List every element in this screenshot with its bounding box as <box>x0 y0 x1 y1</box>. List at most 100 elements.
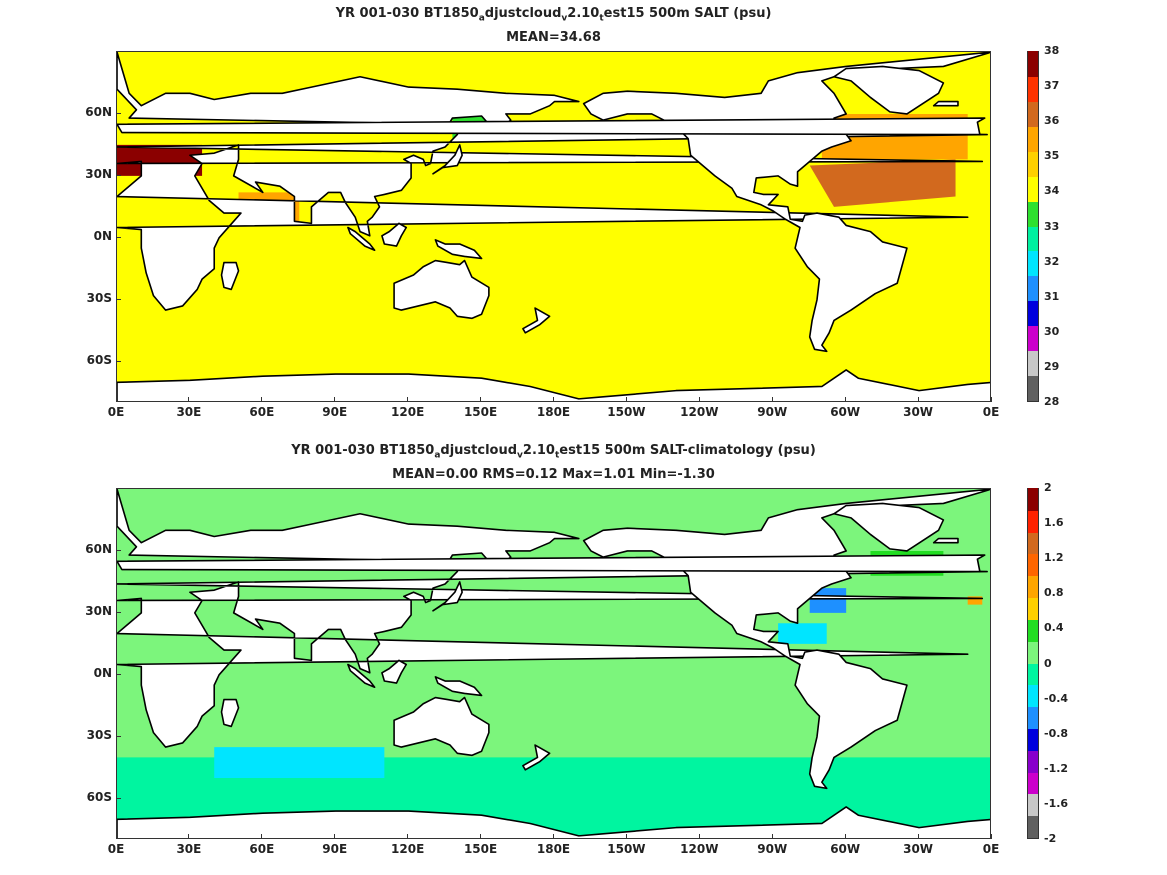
top-colorbar-tick-label: 30 <box>1044 324 1060 338</box>
top-colorbar-segment <box>1028 75 1038 102</box>
top-colorbar-segment <box>1028 375 1038 401</box>
top-colorbar-segment <box>1028 125 1038 152</box>
bottom-colorbar-segment <box>1028 597 1038 620</box>
top-x-tick-label: 90W <box>757 405 788 419</box>
bottom-colorbar-tick-label: 0.4 <box>1044 621 1064 635</box>
top-colorbar-tick-label: 33 <box>1044 219 1060 233</box>
bottom-y-tick-mark <box>116 549 121 551</box>
bottom-colorbar-tick-label: -0.8 <box>1044 726 1069 740</box>
top-colorbar-tick-label: 29 <box>1044 359 1060 373</box>
top-land-iceland <box>932 100 959 107</box>
bottom-x-tick-mark <box>917 834 919 839</box>
top-colorbar-bar <box>1027 50 1039 402</box>
bottom-x-tick-mark <box>553 834 554 839</box>
bottom-x-tick-mark <box>407 834 409 839</box>
bottom-colorbar-segment <box>1028 662 1038 686</box>
top-x-tick-mark <box>698 397 700 402</box>
top-x-tick-mark <box>334 397 336 402</box>
bottom-chart-stats: MEAN=0.00 RMS=0.12 Max=1.01 Min=-1.30 <box>392 467 715 482</box>
bottom-colorbar-tick-label: -2 <box>1044 832 1057 845</box>
bottom-x-tick-label: 0E <box>107 842 125 856</box>
top-colorbar-segment <box>1028 325 1038 352</box>
top-colorbar-segment <box>1028 200 1038 227</box>
bottom-land-sumatra <box>347 663 376 689</box>
bottom-land-nz <box>522 744 551 771</box>
bottom-x-tick-label: 60W <box>830 842 861 856</box>
top-y-tick-mark <box>116 174 121 176</box>
bottom-colorbar-tick-label: 0 <box>1044 656 1052 670</box>
bottom-x-tick-label: 120W <box>680 842 719 856</box>
top-map-svg <box>117 52 990 401</box>
bottom-x-tick-mark <box>334 834 336 839</box>
top-x-tick-mark <box>990 397 992 402</box>
top-x-tick-label: 60E <box>249 405 275 419</box>
bottom-y-tick-mark <box>116 797 121 799</box>
bottom-colorbar-segment <box>1028 509 1038 533</box>
bottom-y-tick-mark <box>116 611 121 613</box>
bottom-x-tick-label: 90W <box>757 842 788 856</box>
top-colorbar-segment <box>1028 100 1038 127</box>
bottom-colorbar-segment <box>1028 706 1038 729</box>
top-colorbar-segment <box>1028 150 1038 177</box>
top-y-tick-label: 60N <box>85 104 112 119</box>
top-y-tick-mark <box>116 360 121 362</box>
bottom-colorbar-segment <box>1028 727 1038 751</box>
top-x-tick-label: 0E <box>107 405 125 419</box>
top-colorbar-tick-label: 28 <box>1044 395 1060 408</box>
bottom-x-tick-label: 90E <box>322 842 348 856</box>
top-land-uk <box>117 117 986 136</box>
top-x-tick-mark <box>480 397 482 402</box>
bottom-chart-title: YR 001-030 BT1850adjustcloudv2.10test15 … <box>291 443 816 461</box>
bottom-y-tick-label: 30N <box>85 603 112 618</box>
top-land-nz <box>522 307 551 334</box>
top-region-north-atlantic-subtropical-gyre <box>809 159 956 207</box>
top-y-tick-label: 60S <box>86 352 112 367</box>
top-colorbar-segment <box>1028 275 1038 302</box>
bottom-x-tick-label: 60E <box>249 842 275 856</box>
bottom-y-tick-label: 0N <box>93 665 112 680</box>
bottom-x-tick-label: 30W <box>903 842 934 856</box>
bottom-anomaly-map <box>116 488 991 839</box>
bottom-x-tick-label: 150W <box>607 842 646 856</box>
top-salinity-map <box>116 51 991 402</box>
bottom-y-tick-label: 60N <box>85 541 112 556</box>
top-land-antarctica <box>117 369 990 401</box>
bottom-land-australia <box>393 696 490 757</box>
bottom-land-newguinea <box>434 676 483 697</box>
top-colorbar-segment <box>1028 350 1038 377</box>
top-colorbar-tick-label: 38 <box>1044 44 1060 57</box>
top-x-tick-label: 30E <box>176 405 202 419</box>
bottom-x-tick-label: 120E <box>391 842 425 856</box>
bottom-land-madagascar <box>220 698 240 728</box>
bottom-land-uk <box>117 554 986 573</box>
bottom-colorbar-segment <box>1028 640 1038 664</box>
bottom-colorbar-segment <box>1028 487 1038 511</box>
bottom-x-tick-mark <box>625 834 627 839</box>
bottom-colorbar-tick-label: 1.6 <box>1044 516 1064 530</box>
top-land-australia <box>393 259 490 320</box>
bottom-colorbar-segment <box>1028 815 1038 838</box>
top-x-tick-mark <box>115 397 117 402</box>
top-colorbar-tick-label: 36 <box>1044 114 1060 128</box>
top-x-tick-label: 180E <box>536 405 571 419</box>
top-land-eurasia-africa-west <box>117 52 988 311</box>
bottom-colorbar-segment <box>1028 684 1038 708</box>
top-colorbar-tick-label: 37 <box>1044 79 1060 93</box>
top-colorbar-tick-label: 34 <box>1044 184 1060 198</box>
top-x-tick-mark <box>188 397 190 402</box>
top-x-tick-mark <box>553 397 554 402</box>
bottom-colorbar-segment <box>1028 793 1038 817</box>
bottom-colorbar-segment <box>1028 771 1038 795</box>
top-land-sumatra <box>347 226 376 252</box>
bottom-map-svg <box>117 489 990 838</box>
top-land-borneo <box>381 222 408 247</box>
top-x-tick-mark <box>261 397 263 402</box>
bottom-x-tick-mark <box>990 834 992 839</box>
top-colorbar-tick-label: 35 <box>1044 149 1060 163</box>
top-x-tick-mark <box>407 397 409 402</box>
bottom-land-eurasia-africa-west <box>117 489 988 748</box>
bottom-colorbar-segment <box>1028 553 1038 577</box>
bottom-y-tick-mark <box>116 673 121 675</box>
top-y-tick-mark <box>116 112 121 114</box>
bottom-x-tick-mark <box>188 834 190 839</box>
